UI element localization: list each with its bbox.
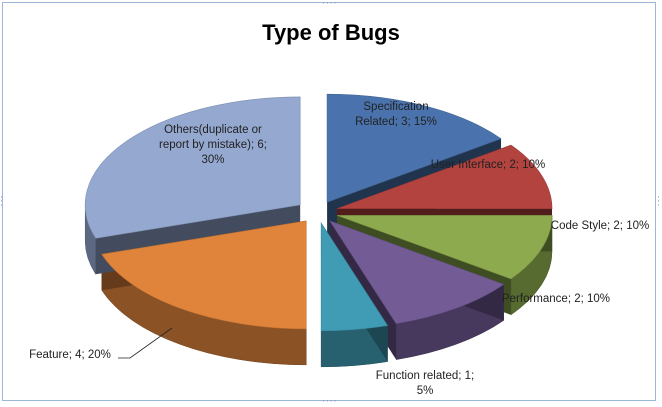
data-label-specification-related: Specification Related; 3; 15% bbox=[355, 101, 437, 128]
data-label-others-duplicate-or-report-by-mistake: Others(duplicate or report by mistake); 6… bbox=[159, 124, 267, 166]
leader-line-feature bbox=[118, 327, 173, 359]
resize-handle-right[interactable]: · · · bbox=[657, 193, 661, 211]
pie-slice-feature[interactable] bbox=[101, 220, 307, 330]
pie-slice-user-interface[interactable] bbox=[336, 144, 553, 209]
data-label-feature: Feature; 4; 20% bbox=[29, 349, 111, 361]
data-label-performance: Performance; 2; 10% bbox=[502, 293, 610, 305]
resize-handle-bottom[interactable]: ···· bbox=[322, 397, 338, 407]
data-label-code-style: Code Style; 2; 10% bbox=[551, 220, 649, 232]
pie-slice-function-related[interactable] bbox=[320, 221, 389, 332]
pie-slice-tops bbox=[84, 93, 553, 332]
chart-title: Type of Bugs bbox=[262, 20, 400, 45]
data-label-function-related: Function related; 1; 5% bbox=[376, 370, 474, 397]
resize-handle-top[interactable]: ···· bbox=[322, 0, 338, 9]
pie-slice-performance[interactable] bbox=[329, 220, 505, 324]
pie-slice-code-style[interactable] bbox=[336, 215, 553, 280]
data-label-user-interface: User Interface; 2; 10% bbox=[431, 159, 545, 171]
data-labels: Specification Related; 3; 15% User Interfa… bbox=[29, 101, 649, 397]
resize-handle-left[interactable]: · · · bbox=[0, 193, 4, 211]
pie-slice-specification-related[interactable] bbox=[326, 93, 502, 203]
pie-slice-others-duplicate-or-report-by-mistake[interactable] bbox=[84, 96, 301, 239]
